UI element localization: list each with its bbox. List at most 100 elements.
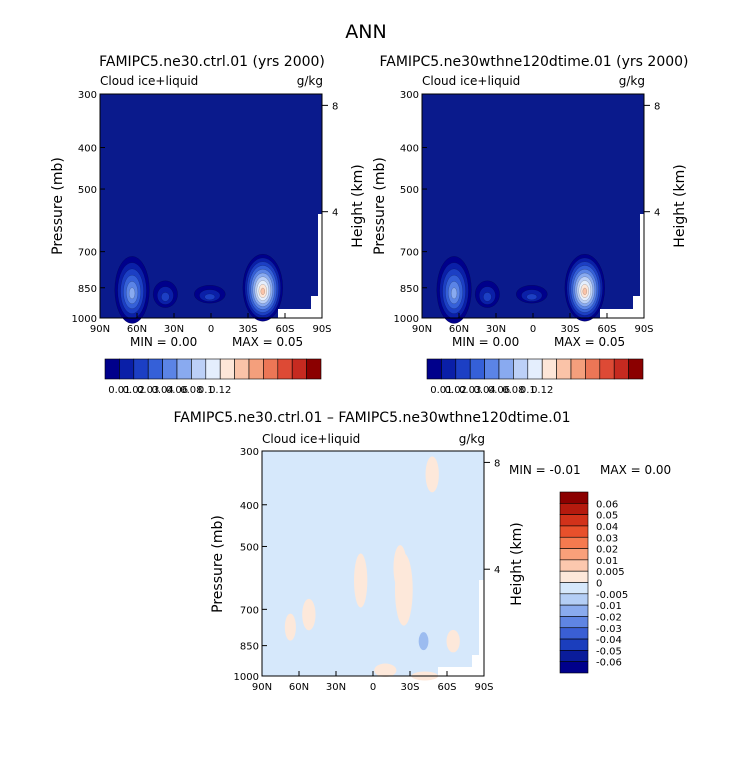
- positive-difference-patch: [302, 598, 316, 631]
- positive-difference-patch: [284, 613, 296, 641]
- colorbar-label: 0.005: [596, 567, 625, 578]
- colorbar-box: [291, 358, 307, 380]
- x-tick-label: 90N: [412, 324, 432, 335]
- x-tick-label: 30N: [326, 682, 346, 693]
- colorbar-label: -0.005: [596, 590, 628, 601]
- positive-difference-patch: [446, 629, 460, 653]
- colorbar-box: [234, 358, 250, 380]
- positive-difference-patch: [374, 663, 397, 678]
- y-tick-label: 1000: [234, 672, 259, 683]
- x-tick-label: 60S: [597, 324, 616, 335]
- colorbar-box: [455, 358, 471, 380]
- x-tick-label: 90S: [474, 682, 493, 693]
- panel-3-subtitle-right: g/kg: [459, 432, 485, 446]
- colorbar-box: [559, 638, 589, 651]
- y-tick-label: 500: [78, 185, 97, 196]
- colorbar-box: [559, 604, 589, 617]
- panel-3-max-label: MAX = 0.00: [600, 463, 671, 477]
- colorbar-box: [559, 525, 589, 538]
- x-tick-label: 30N: [486, 324, 506, 335]
- right-tick-label: 4: [332, 208, 338, 219]
- colorbar-label: -0.05: [596, 646, 622, 657]
- colorbar-label: 0.04: [473, 385, 495, 396]
- page-title: ANN: [345, 21, 386, 43]
- colorbar-box: [585, 358, 601, 380]
- colorbar-box: [277, 358, 293, 380]
- colorbar-box: [147, 358, 163, 380]
- x-tick-label: 60N: [127, 324, 147, 335]
- colorbar-label: 0.04: [596, 522, 618, 533]
- panel-3-subtitle-left: Cloud ice+liquid: [262, 432, 360, 446]
- colorbar-box: [559, 593, 589, 606]
- panel-3-ylabel-right: Height (km): [509, 522, 525, 605]
- x-tick-label: 30S: [400, 682, 419, 693]
- colorbar-box: [559, 627, 589, 640]
- colorbar-box: [104, 358, 120, 380]
- colorbar-label: 0.02: [596, 545, 618, 556]
- panel-1-axes: 90N 60N 30N 0 30S 60S 90S 300 400 500 700 850 1000 8 4: [72, 90, 339, 335]
- colorbar-label: 0: [596, 579, 602, 590]
- positive-difference-patch: [425, 456, 439, 493]
- colorbar-box: [599, 358, 615, 380]
- x-tick-label: 60N: [289, 682, 309, 693]
- colorbar-box: [263, 358, 279, 380]
- colorbar-box: [559, 514, 589, 527]
- colorbar-label: 0.12: [531, 385, 553, 396]
- colorbar-label: 0.03: [459, 385, 481, 396]
- panel-1-max-label: MAX = 0.05: [232, 335, 303, 349]
- colorbar-box: [176, 358, 192, 380]
- colorbar-label: 0.04: [151, 385, 173, 396]
- y-tick-label: 400: [78, 144, 97, 155]
- panel-1-contours: [114, 253, 283, 324]
- panel-1-title: FAMIPC5.ne30.ctrl.01 (yrs 2000): [99, 54, 325, 70]
- colorbar-box: [559, 570, 589, 583]
- panel-3-ylabel: Pressure (mb): [210, 515, 226, 613]
- colorbar-label: 0.1: [198, 385, 214, 396]
- colorbar-box: [556, 358, 572, 380]
- panel-3-axes: 90N 60N 30N 0 30S 60S 90S 300 400 500 700 850 1000 8 4: [234, 447, 501, 693]
- panel-3-missing-region: [438, 451, 484, 676]
- y-tick-label: 700: [240, 605, 259, 616]
- colorbar-box: [469, 358, 485, 380]
- colorbar-box: [559, 491, 589, 504]
- y-tick-label: 850: [240, 642, 259, 653]
- y-tick-label: 850: [78, 284, 97, 295]
- colorbar-box: [306, 358, 322, 380]
- x-tick-label: 60N: [449, 324, 469, 335]
- colorbar-box: [559, 616, 589, 629]
- colorbar-label: 0.05: [596, 511, 618, 522]
- panel-2-subtitle-right: g/kg: [619, 74, 645, 88]
- y-tick-label: 700: [78, 248, 97, 259]
- colorbar-label: 0.03: [137, 385, 159, 396]
- colorbar-label: 0.01: [596, 556, 618, 567]
- colorbar-label: 0.12: [209, 385, 231, 396]
- colorbar-box: [628, 358, 644, 380]
- colorbar-box: [498, 358, 514, 380]
- x-tick-label: 0: [530, 324, 536, 335]
- colorbar-label: -0.06: [596, 658, 622, 669]
- right-tick-label: 8: [494, 458, 500, 469]
- panel-1-subtitle-left: Cloud ice+liquid: [100, 74, 198, 88]
- right-tick-label: 8: [332, 101, 338, 112]
- negative-difference-patch: [418, 632, 429, 651]
- x-tick-label: 60S: [275, 324, 294, 335]
- colorbar-label: 0.06: [166, 385, 188, 396]
- colorbar-box: [162, 358, 178, 380]
- colorbar-box: [248, 358, 264, 380]
- colorbar-box: [133, 358, 149, 380]
- x-tick-label: 0: [370, 682, 376, 693]
- colorbar-label: 0.06: [488, 385, 510, 396]
- colorbar-label: -0.03: [596, 624, 622, 635]
- colorbar-box: [559, 548, 589, 561]
- panel-2-max-label: MAX = 0.05: [554, 335, 625, 349]
- colorbar-box: [613, 358, 629, 380]
- colorbar-box: [559, 650, 589, 662]
- colorbar-box: [559, 559, 589, 572]
- y-tick-label: 300: [78, 90, 97, 101]
- colorbar-box: [559, 661, 589, 674]
- colorbar-label: -0.02: [596, 612, 622, 623]
- y-tick-label: 1000: [394, 314, 419, 325]
- contour-band: [260, 287, 265, 295]
- x-tick-label: 30N: [164, 324, 184, 335]
